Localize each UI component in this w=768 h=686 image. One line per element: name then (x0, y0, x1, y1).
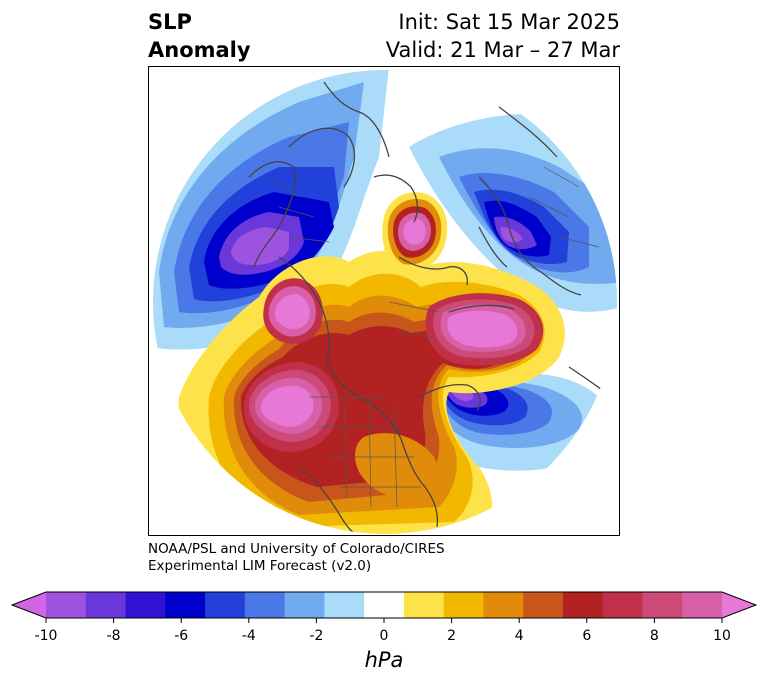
anomaly-map (153, 70, 617, 534)
low-anomaly-northwest-atlantic (418, 372, 612, 471)
title-kind: Anomaly (148, 38, 251, 62)
colorbar-tick-label: -10 (34, 628, 58, 644)
colorbar-segment (324, 592, 365, 618)
colorbar-segment (443, 592, 484, 618)
colorbar-tick-label: 8 (649, 628, 659, 644)
colorbar-tick-label: 2 (447, 628, 457, 644)
high-anomaly-north-pacific (243, 362, 339, 452)
high-anomaly-arctic (382, 192, 448, 274)
colorbar-tick-label: 10 (713, 628, 731, 644)
colorbar-segment (244, 592, 286, 618)
anomaly-eastern-us (355, 433, 438, 500)
credit-line-2: Experimental LIM Forecast (v2.0) (148, 558, 372, 574)
colorbar-segment (284, 592, 325, 618)
colorbar-tick-label: -8 (106, 628, 121, 644)
colorbar-tick-label: -2 (309, 628, 324, 644)
colorbar-tick-label: 0 (379, 628, 389, 644)
init-date: Init: Sat 15 Mar 2025 (398, 10, 620, 34)
colorbar-segment (602, 592, 643, 618)
colorbar (10, 591, 758, 623)
colorbar-segment (85, 592, 127, 618)
data-credit: NOAA/PSL and University of Colorado/CIRE… (148, 541, 445, 575)
colorbar-tick-label: 6 (582, 628, 592, 644)
colorbar-segment (682, 592, 723, 618)
colorbar-tick-label: -4 (241, 628, 256, 644)
colorbar-segment (205, 592, 246, 618)
colorbar-segment (523, 592, 564, 618)
colorbar-segment (403, 592, 445, 618)
high-anomaly-siberia (263, 278, 323, 344)
colorbar-segment (364, 592, 405, 618)
colorbar-segment (483, 592, 524, 618)
colorbar-segment (125, 592, 166, 618)
colorbar-segment (562, 592, 604, 618)
map-panel (148, 66, 620, 536)
colorbar-segment (642, 592, 683, 618)
forecast-dates: Init: Sat 15 Mar 2025 Valid: 21 Mar – 27… (386, 8, 620, 64)
credit-line-1: NOAA/PSL and University of Colorado/CIRE… (148, 541, 445, 557)
colorbar-segment (165, 592, 206, 618)
colorbar-extend-max (722, 592, 756, 618)
colorbar-unit: hPa (364, 648, 404, 672)
colorbar-tick-label: 4 (514, 628, 524, 644)
high-anomaly-labrador (425, 293, 544, 366)
title-variable: SLP (148, 10, 192, 34)
colorbar-segment (46, 592, 87, 618)
political-borders (268, 166, 600, 508)
plot-title: SLP Anomaly (148, 8, 251, 64)
valid-date: Valid: 21 Mar – 27 Mar (385, 38, 620, 62)
colorbar-extend-min (12, 592, 46, 618)
colorbar-tick-label: -6 (174, 628, 189, 644)
